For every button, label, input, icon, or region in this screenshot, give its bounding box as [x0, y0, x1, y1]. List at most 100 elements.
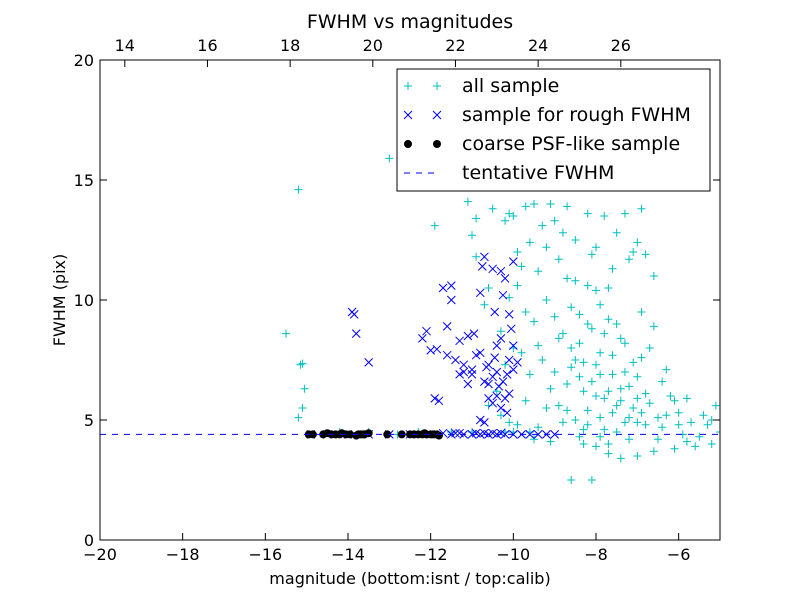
point-all-sample-53	[525, 370, 534, 379]
point-sample-for-rough-fwhm-62	[482, 362, 491, 372]
point-sample-for-rough-fwhm-43	[480, 377, 489, 386]
point-coarse-psf-like-sample-9	[346, 430, 355, 439]
legend-label-tentative-fwhm: tentative FWHM	[462, 162, 614, 184]
point-all-sample-160	[633, 394, 642, 403]
point-all-sample-137	[521, 308, 530, 316]
point-sample-for-rough-fwhm-21	[490, 307, 500, 317]
point-all-sample-134	[604, 284, 613, 292]
point-all-sample-172	[534, 423, 543, 432]
point-all-sample-10	[468, 231, 476, 240]
point-sample-for-rough-fwhm-54	[504, 389, 514, 398]
point-sample-for-rough-fwhm-38	[498, 290, 508, 300]
point-sample-for-rough-fwhm-14	[463, 331, 473, 341]
point-all-sample-81	[674, 408, 683, 417]
point-sample-for-rough-fwhm-16	[469, 329, 479, 338]
point-sample-for-rough-fwhm-24	[484, 379, 493, 389]
legend: all sample sample for rough FWHM coarse …	[396, 68, 711, 192]
point-all-sample-24	[538, 221, 547, 230]
x-tick-label: −10	[496, 545, 530, 564]
point-sample-for-rough-fwhm-26	[492, 367, 502, 377]
x-tick-label: −20	[83, 545, 117, 564]
point-all-sample-107	[596, 413, 605, 422]
point-all-sample-40	[633, 238, 642, 247]
point-all-sample-148	[620, 339, 629, 348]
point-all-sample-45	[513, 281, 522, 290]
point-all-sample-136	[542, 243, 551, 252]
point-sample-for-rough-fwhm-31	[504, 355, 514, 365]
point-all-sample-55	[542, 296, 551, 304]
point-all-sample-33	[600, 212, 609, 220]
point-all-sample-116	[658, 377, 667, 386]
point-all-sample-36	[625, 255, 634, 264]
point-all-sample-91	[649, 447, 658, 456]
top-tick-label: 24	[528, 36, 548, 55]
point-sample-for-rough-fwhm-36	[496, 266, 506, 276]
point-sample-for-rough-fwhm-50	[451, 355, 460, 365]
point-all-sample-50	[496, 411, 505, 420]
point-all-sample-141	[530, 317, 538, 326]
point-all-sample-131	[558, 418, 567, 427]
x-tick-label: −14	[331, 545, 365, 564]
point-all-sample-169	[575, 432, 584, 441]
point-all-sample-89	[691, 442, 700, 451]
point-all-sample-19	[509, 212, 518, 220]
point-all-sample-133	[629, 248, 638, 256]
point-all-sample-88	[707, 440, 716, 448]
point-all-sample-149	[637, 308, 646, 316]
x-tick-label: −6	[667, 545, 691, 564]
point-all-sample-64	[592, 286, 600, 295]
point-all-sample-11	[472, 252, 481, 261]
point-all-sample-138	[501, 360, 510, 369]
point-all-sample-67	[604, 387, 613, 396]
x-tick-label: −12	[414, 545, 448, 564]
point-all-sample-159	[616, 384, 625, 393]
point-sample-for-rough-fwhm-83	[451, 428, 460, 438]
point-all-sample-69	[612, 320, 621, 328]
point-all-sample-135	[563, 274, 572, 283]
legend-label-coarse-psf: coarse PSF-like sample	[462, 133, 680, 155]
point-all-sample-78	[654, 413, 662, 422]
point-sample-for-rough-fwhm-32	[508, 341, 518, 350]
point-all-sample-31	[583, 209, 592, 218]
point-all-sample-122	[583, 281, 592, 290]
legend-marker-rough-fwhm	[403, 110, 442, 120]
point-sample-for-rough-fwhm-85	[455, 428, 464, 438]
point-all-sample-2	[296, 360, 305, 369]
point-sample-for-rough-fwhm-37	[508, 257, 518, 266]
point-all-sample-76	[641, 389, 650, 398]
point-sample-for-rough-fwhm-17	[475, 288, 485, 298]
point-all-sample-28	[563, 202, 572, 211]
point-all-sample-0	[282, 329, 290, 338]
point-all-sample-147	[608, 370, 617, 379]
point-all-sample-112	[625, 435, 634, 444]
point-all-sample-63	[587, 324, 596, 333]
point-all-sample-61	[579, 358, 588, 367]
point-sample-for-rough-fwhm-88	[488, 428, 498, 438]
point-sample-for-rough-fwhm-57	[502, 408, 512, 418]
point-all-sample-152	[674, 420, 683, 429]
point-all-sample-42	[554, 255, 563, 264]
point-sample-for-rough-fwhm-4	[418, 334, 427, 343]
y-tick-label: 20	[74, 51, 94, 70]
point-sample-for-rough-fwhm-33	[506, 324, 516, 334]
point-all-sample-43	[534, 267, 543, 276]
point-all-sample-119	[682, 394, 691, 403]
point-all-sample-90	[670, 444, 679, 453]
point-all-sample-46	[505, 293, 514, 302]
legend-marker-coarse-psf	[404, 140, 441, 148]
point-sample-for-rough-fwhm-48	[459, 367, 469, 377]
point-all-sample-120	[567, 344, 576, 352]
point-all-sample-123	[587, 250, 596, 259]
point-all-sample-95	[592, 442, 600, 451]
point-all-sample-105	[583, 406, 592, 415]
point-all-sample-99	[546, 437, 555, 446]
point-all-sample-80	[666, 392, 675, 400]
point-all-sample-130	[521, 396, 530, 405]
point-all-sample-54	[534, 341, 543, 350]
point-sample-for-rough-fwhm-6	[432, 344, 442, 354]
y-axis-label: FWHM (pix)	[50, 254, 69, 347]
point-all-sample-168	[604, 440, 613, 448]
point-sample-for-rough-fwhm-86	[471, 428, 481, 438]
top-tick-label: 26	[611, 36, 631, 55]
point-all-sample-94	[604, 449, 613, 458]
